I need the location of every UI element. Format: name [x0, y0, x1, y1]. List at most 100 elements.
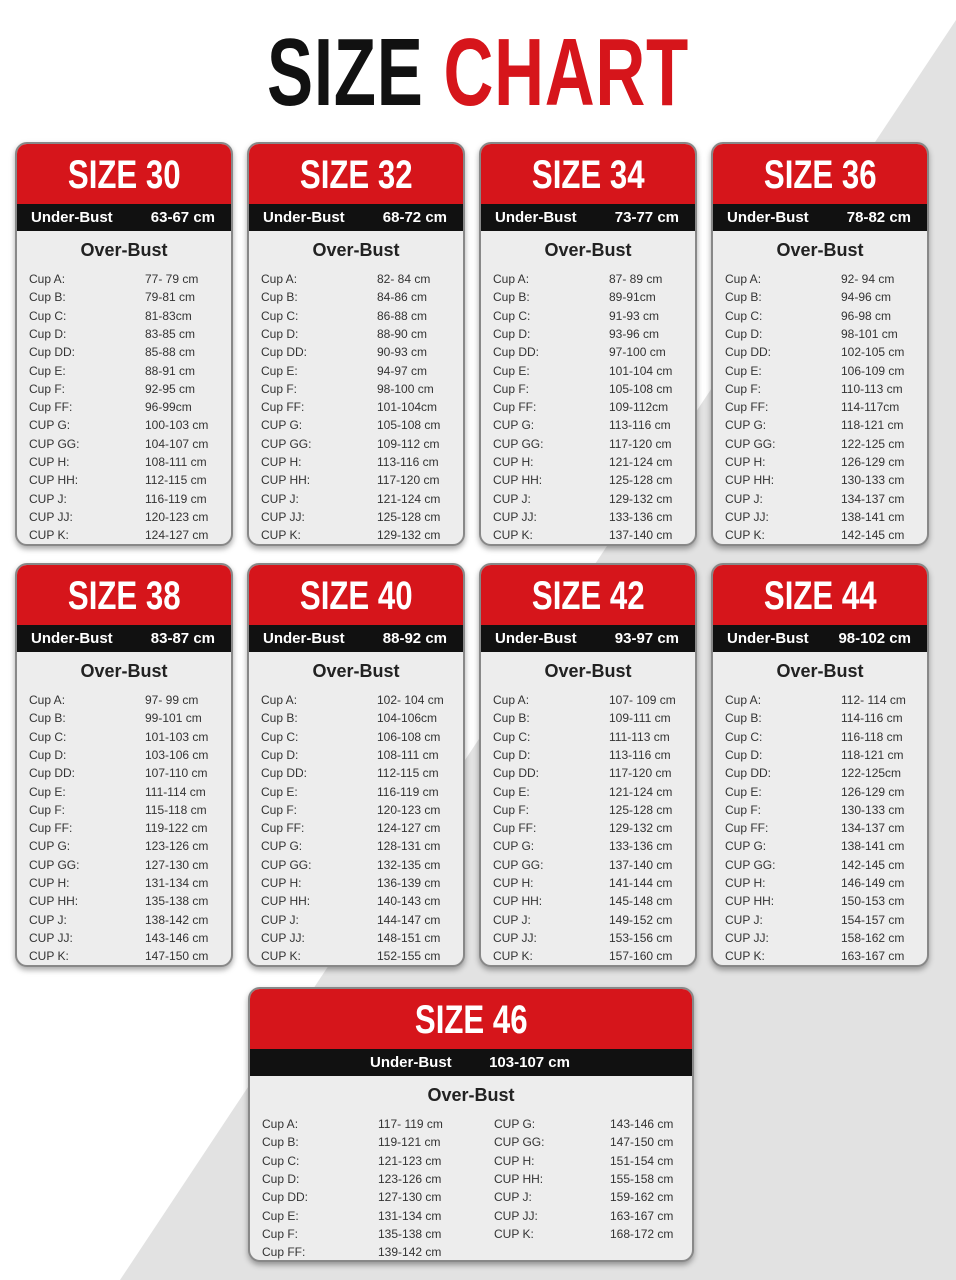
cup-range: 135-138 cm: [145, 894, 209, 909]
cup-range: 130-133 cm: [841, 473, 905, 488]
cup-range: 121-124 cm: [377, 491, 441, 506]
cup-label: Cup A:: [493, 272, 530, 286]
cup-label: Cup D:: [493, 326, 531, 341]
cup-range: 88-90 cm: [377, 326, 428, 341]
cup-range: 104-106cm: [377, 711, 438, 726]
cup-range: 88-91 cm: [145, 363, 196, 378]
cup-range: 129-132 cm: [609, 491, 673, 506]
under-bust-value: 78-82 cm: [846, 209, 911, 226]
over-bust-label: Over-Bust: [80, 661, 168, 681]
cup-range: 138-142 cm: [145, 912, 209, 927]
size-label: SIZE 38: [67, 574, 181, 618]
cup-range: 157-160 cm: [609, 949, 673, 964]
size-label: SIZE 34: [531, 153, 645, 197]
cup-range: 117-120 cm: [609, 436, 672, 451]
cup-range: 86-88 cm: [377, 308, 428, 323]
under-bust-value: 83-87 cm: [150, 630, 215, 647]
cup-label: CUP HH:: [493, 473, 543, 488]
cup-range: 112-115 cm: [377, 766, 439, 781]
cup-range: 117-120 cm: [609, 766, 672, 781]
over-bust-label: Over-Bust: [776, 240, 864, 260]
cup-label: Cup E:: [29, 363, 66, 378]
cup-range: 129-132 cm: [609, 821, 673, 836]
under-bust-value: 93-97 cm: [614, 630, 679, 647]
cup-range: 123-126 cm: [145, 839, 209, 854]
cup-label: CUP G:: [725, 839, 767, 854]
cup-label: Cup DD:: [493, 345, 540, 360]
cup-range: 133-136 cm: [609, 509, 673, 524]
cup-label: CUP G:: [261, 418, 303, 433]
cup-label: CUP J:: [29, 491, 67, 506]
cup-range: 106-109 cm: [841, 363, 905, 378]
cup-label: Cup FF:: [261, 400, 305, 415]
cup-label: Cup F:: [29, 381, 66, 396]
cup-label: CUP G:: [29, 418, 71, 433]
cup-range: 94-97 cm: [377, 363, 428, 378]
cup-range: 143-146 cm: [145, 930, 209, 945]
cup-label: Cup E:: [725, 784, 762, 799]
cup-range: 118-121 cm: [841, 747, 904, 762]
cup-label: Cup DD:: [29, 345, 76, 360]
size-label: SIZE 40: [299, 574, 413, 618]
cup-range: 118-121 cm: [841, 418, 904, 433]
cup-label: Cup F:: [261, 802, 298, 817]
cup-range: 91-93 cm: [609, 308, 660, 323]
cup-range: 109-111 cm: [609, 711, 671, 726]
size-card: SIZE 44 Under-Bust 98-102 cm Over-Bust Cup A…: [711, 563, 929, 967]
cup-range: 124-127 cm: [377, 821, 441, 836]
cup-range: 134-137 cm: [841, 821, 905, 836]
cup-label: CUP J:: [261, 491, 299, 506]
cup-range: 116-119 cm: [377, 784, 439, 799]
cup-label: CUP J:: [493, 912, 531, 927]
card-header: SIZE 38: [17, 565, 231, 625]
cup-label: Cup D:: [493, 747, 531, 762]
cup-range: 127-130 cm: [378, 1190, 442, 1205]
cup-label: CUP GG:: [494, 1135, 545, 1150]
cup-range: 115-118 cm: [145, 802, 207, 817]
cup-label: CUP G:: [494, 1117, 536, 1131]
cup-range: 83-85 cm: [145, 326, 196, 341]
cup-label: Cup A:: [29, 693, 66, 707]
cup-label: CUP G:: [493, 418, 535, 433]
under-bust-bar: Under-Bust 103-107 cm: [250, 1049, 692, 1076]
size-card: SIZE 32 Under-Bust 68-72 cm Over-Bust Cup A:…: [247, 142, 465, 546]
cup-range: 126-129 cm: [841, 784, 905, 799]
cup-label: CUP G:: [725, 418, 767, 433]
cup-range: 122-125cm: [841, 766, 902, 781]
cup-label: Cup C:: [262, 1153, 300, 1168]
cup-range: 116-118 cm: [841, 729, 903, 744]
cup-range: 96-99cm: [145, 400, 192, 415]
cup-range: 153-156 cm: [609, 930, 673, 945]
card-header: SIZE 30: [17, 144, 231, 204]
cup-label: CUP HH:: [261, 473, 311, 488]
cup-range: 146-149 cm: [841, 876, 905, 890]
cup-range: 139-142 cm: [378, 1245, 442, 1260]
cup-range: 142-145 cm: [841, 528, 905, 543]
cup-label: CUP G:: [29, 839, 71, 854]
cup-range: 155-158 cm: [610, 1171, 674, 1186]
cup-range: 158-162 cm: [841, 930, 905, 945]
size-card: SIZE 34 Under-Bust 73-77 cm Over-Bust Cup A:…: [479, 142, 697, 546]
cup-range: 122-125 cm: [841, 436, 905, 451]
cup-label: CUP J:: [29, 912, 67, 927]
cup-range: 89-91cm: [609, 290, 656, 305]
cup-label: CUP JJ:: [725, 930, 769, 945]
cup-range: 98-101 cm: [841, 326, 898, 341]
cup-range: 94-96 cm: [841, 290, 892, 305]
cup-label: Cup E:: [261, 363, 298, 378]
cup-label: Cup D:: [262, 1171, 300, 1186]
cup-label: CUP K:: [29, 528, 69, 543]
cup-range: 168-172 cm: [610, 1226, 674, 1241]
cup-range: 108-111 cm: [377, 747, 439, 762]
cup-label: Cup F:: [262, 1226, 299, 1241]
cup-label: CUP GG:: [493, 436, 544, 451]
under-bust-value: 63-67 cm: [150, 209, 215, 226]
cup-label: Cup FF:: [725, 821, 769, 836]
cup-label: CUP J:: [493, 491, 531, 506]
cup-label: CUP HH:: [261, 894, 311, 909]
cup-range: 125-128 cm: [609, 473, 673, 488]
cup-label: Cup DD:: [493, 766, 540, 781]
cup-label: Cup F:: [261, 381, 298, 396]
cup-label: Cup FF:: [493, 400, 537, 415]
cup-label: CUP HH:: [494, 1171, 544, 1186]
